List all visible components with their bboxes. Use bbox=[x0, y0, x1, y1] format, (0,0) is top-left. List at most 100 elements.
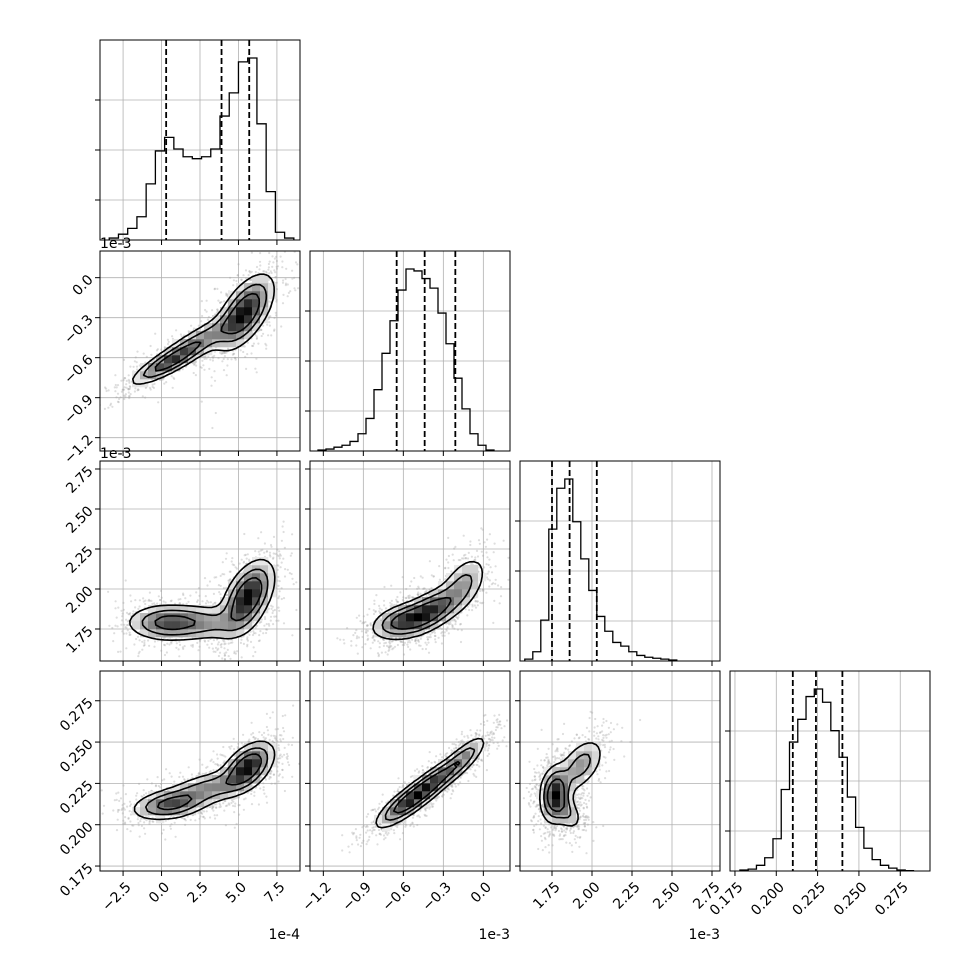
sample-point bbox=[250, 270, 253, 273]
sample-point bbox=[183, 818, 186, 821]
sample-point bbox=[248, 270, 251, 273]
sample-point bbox=[201, 314, 204, 318]
sample-point bbox=[200, 811, 203, 814]
sample-point bbox=[402, 653, 406, 656]
density-cell bbox=[148, 613, 157, 622]
sample-point bbox=[277, 597, 280, 600]
sample-point bbox=[205, 357, 208, 360]
sample-point bbox=[134, 606, 137, 609]
sample-point bbox=[163, 643, 166, 646]
sample-point bbox=[184, 597, 187, 600]
sample-point bbox=[128, 633, 131, 637]
density-cell bbox=[172, 621, 181, 630]
sample-point bbox=[273, 737, 276, 740]
sample-point bbox=[268, 777, 271, 780]
sample-point bbox=[270, 770, 273, 773]
sample-point bbox=[283, 546, 286, 549]
sample-point bbox=[144, 832, 147, 835]
sample-point bbox=[211, 309, 214, 312]
sample-point bbox=[128, 387, 131, 390]
sample-point bbox=[122, 632, 125, 635]
sample-point bbox=[275, 314, 278, 317]
sample-point bbox=[109, 402, 113, 405]
sample-point bbox=[203, 355, 206, 358]
sample-point bbox=[295, 608, 298, 612]
sample-point bbox=[392, 647, 395, 650]
density-cell bbox=[252, 767, 261, 776]
sample-point bbox=[225, 292, 228, 295]
sample-point bbox=[271, 711, 274, 714]
density-cell bbox=[196, 791, 205, 800]
sample-point bbox=[223, 652, 226, 655]
sample-point bbox=[229, 641, 232, 645]
density-cell bbox=[172, 613, 181, 622]
sample-point bbox=[221, 352, 224, 355]
sample-point bbox=[271, 611, 274, 615]
sample-point bbox=[155, 349, 159, 352]
density-cell bbox=[164, 791, 173, 800]
sample-point bbox=[154, 332, 157, 335]
density-cell bbox=[236, 323, 245, 332]
sample-point bbox=[266, 628, 269, 631]
sample-point bbox=[217, 764, 220, 767]
contour-line bbox=[141, 568, 269, 636]
sample-point bbox=[141, 648, 144, 651]
sample-point bbox=[121, 388, 124, 391]
sample-point bbox=[226, 679, 228, 681]
density-cell bbox=[260, 743, 269, 752]
sample-point bbox=[203, 577, 207, 580]
sample-point bbox=[178, 602, 181, 605]
sample-point bbox=[425, 595, 428, 598]
sample-point bbox=[117, 650, 120, 654]
panel-frame bbox=[309, 250, 511, 452]
sample-point bbox=[280, 587, 283, 590]
sample-point bbox=[115, 386, 118, 389]
density-cell bbox=[236, 759, 245, 768]
sample-point bbox=[207, 601, 210, 604]
sample-point bbox=[116, 400, 120, 403]
sample-point bbox=[256, 738, 260, 741]
sample-point bbox=[257, 639, 260, 643]
sample-point bbox=[289, 290, 292, 293]
density-cell bbox=[204, 331, 213, 340]
sample-point bbox=[125, 383, 128, 386]
sample-point bbox=[276, 770, 279, 773]
sample-point bbox=[120, 379, 123, 382]
sample-point bbox=[239, 641, 242, 645]
sample-point bbox=[388, 648, 391, 651]
sample-point bbox=[268, 324, 271, 327]
sample-point bbox=[209, 601, 212, 604]
sample-point bbox=[272, 552, 275, 555]
sample-point bbox=[258, 639, 261, 642]
sample-point bbox=[195, 591, 198, 594]
sample-point bbox=[181, 368, 184, 371]
sample-point bbox=[209, 759, 212, 763]
sample-point bbox=[278, 246, 280, 248]
density-cell bbox=[244, 597, 253, 606]
sample-point bbox=[244, 269, 248, 272]
sample-point bbox=[144, 396, 147, 399]
density-cell bbox=[156, 605, 165, 614]
sample-point bbox=[134, 356, 137, 359]
density-cell bbox=[260, 589, 269, 598]
density-cell bbox=[212, 331, 221, 340]
sample-point bbox=[148, 819, 151, 822]
sample-point bbox=[142, 597, 145, 600]
sample-point bbox=[191, 643, 194, 647]
sample-point bbox=[231, 353, 234, 356]
sample-point bbox=[198, 771, 201, 774]
sample-point bbox=[163, 644, 167, 647]
sample-point bbox=[211, 647, 214, 650]
sample-point bbox=[273, 245, 275, 247]
density-cell bbox=[204, 323, 213, 332]
density-cell bbox=[188, 783, 197, 792]
sample-point bbox=[265, 801, 269, 804]
density-cell bbox=[236, 767, 245, 776]
sample-point bbox=[232, 804, 235, 808]
sample-point bbox=[271, 265, 274, 268]
sample-point bbox=[223, 654, 227, 657]
sample-point bbox=[205, 299, 208, 302]
density-cell bbox=[196, 331, 205, 340]
sample-point bbox=[208, 662, 210, 664]
density-cell bbox=[204, 629, 213, 638]
